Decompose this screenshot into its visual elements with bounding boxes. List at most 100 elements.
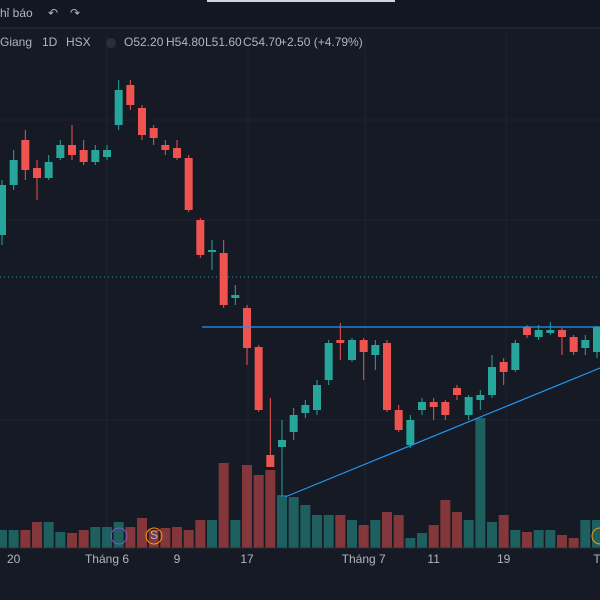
volume-bar <box>32 522 42 548</box>
volume-bar <box>195 520 206 548</box>
candle-body <box>173 148 181 158</box>
candle-body <box>429 402 438 407</box>
candle-body <box>348 340 356 360</box>
candle-body <box>371 345 380 355</box>
candle-body <box>441 402 450 415</box>
volume-bar <box>370 520 381 548</box>
volume-bar <box>358 525 369 548</box>
volume-bar <box>440 500 451 548</box>
candle-body <box>546 330 555 333</box>
x-tick-label: Tháng 6 <box>85 552 129 566</box>
trend-line[interactable] <box>284 367 600 498</box>
candle-body <box>593 327 600 352</box>
volume-pane <box>0 418 600 548</box>
collapse-button[interactable] <box>106 38 116 48</box>
candle-body <box>138 108 146 135</box>
redo[interactable]: ↷ <box>70 6 80 20</box>
grid <box>0 30 600 548</box>
volume-bar <box>218 463 229 548</box>
high-value: H54.80 <box>166 35 205 49</box>
x-tick-label: 19 <box>497 552 511 566</box>
candle-body <box>301 405 310 413</box>
volume-bar <box>0 530 7 548</box>
candle-body <box>359 340 368 352</box>
volume-bar <box>393 515 404 548</box>
volume-bar <box>568 538 579 548</box>
candle-body <box>56 145 65 158</box>
volume-bar <box>8 530 19 548</box>
undo[interactable]: ↶ <box>48 6 58 20</box>
candle-body <box>523 327 531 335</box>
volume-bar <box>592 520 600 548</box>
volume-bar <box>43 522 54 548</box>
candle-body <box>208 250 216 252</box>
candle-body <box>569 337 578 352</box>
volume-bar <box>20 530 31 548</box>
volume-bar <box>207 520 217 548</box>
candle-body <box>21 140 30 170</box>
x-tick-label: 17 <box>240 552 254 566</box>
volume-bar <box>475 418 486 548</box>
volume-bar <box>510 530 521 548</box>
x-tick-label: Tháng 7 <box>342 552 386 566</box>
x-tick-label: T <box>593 552 600 566</box>
volume-bar <box>487 522 497 548</box>
volume-bar <box>55 532 66 548</box>
volume-bar <box>172 527 182 548</box>
interval[interactable]: 1D <box>42 35 58 49</box>
low-value: L51.60 <box>205 35 242 49</box>
candle-body <box>91 150 100 162</box>
volume-bar <box>137 518 147 548</box>
candle-body <box>383 343 391 410</box>
candle-body <box>418 402 426 410</box>
split-marker[interactable] <box>145 527 163 545</box>
candle-body <box>79 150 88 162</box>
candle-body <box>464 397 473 415</box>
candle-body <box>196 220 205 255</box>
candle-body <box>126 85 135 105</box>
candle-body <box>476 395 485 400</box>
candle-body <box>231 295 240 298</box>
search-box[interactable] <box>207 0 395 2</box>
candle-body <box>558 330 566 337</box>
candle-body <box>219 253 228 305</box>
candle-body <box>243 308 251 348</box>
volume-bar <box>183 530 194 548</box>
candle-body <box>254 347 263 410</box>
candle-body <box>488 367 496 395</box>
open-value: O52.20 <box>124 35 164 49</box>
volume-bar <box>78 530 89 548</box>
volume-bar <box>545 530 556 548</box>
volume-bar <box>230 520 241 548</box>
candle-body <box>9 160 18 185</box>
volume-bar <box>125 527 136 548</box>
candle-body <box>324 343 333 380</box>
split-marker[interactable] <box>591 527 600 545</box>
candle-body <box>0 185 6 235</box>
volume-bar <box>323 515 334 548</box>
indicators-button[interactable]: hỉ báo <box>0 6 33 20</box>
candle-body <box>161 145 170 150</box>
candle-body <box>68 145 76 155</box>
volume-bar <box>265 470 276 548</box>
candle-body <box>511 343 520 370</box>
volume-bar <box>300 505 311 548</box>
legend: Giang 1D HSX O52.20 H54.80 L51.60 C54.70… <box>0 35 363 49</box>
volume-bar <box>452 512 462 548</box>
x-tick-label: 11 <box>427 552 440 566</box>
exchange: HSX <box>66 35 91 49</box>
event-marker[interactable] <box>110 527 128 545</box>
candle-body <box>534 330 543 337</box>
candle-body <box>453 388 461 395</box>
volume-bar <box>312 515 322 548</box>
change-value: +2.50 (+4.79%) <box>280 35 363 49</box>
volume-bar <box>533 530 544 548</box>
split-icon: S <box>150 528 158 542</box>
candle-body <box>406 420 415 445</box>
symbol[interactable]: Giang <box>0 35 32 49</box>
volume-bar <box>382 512 392 548</box>
candle-body <box>103 150 111 157</box>
